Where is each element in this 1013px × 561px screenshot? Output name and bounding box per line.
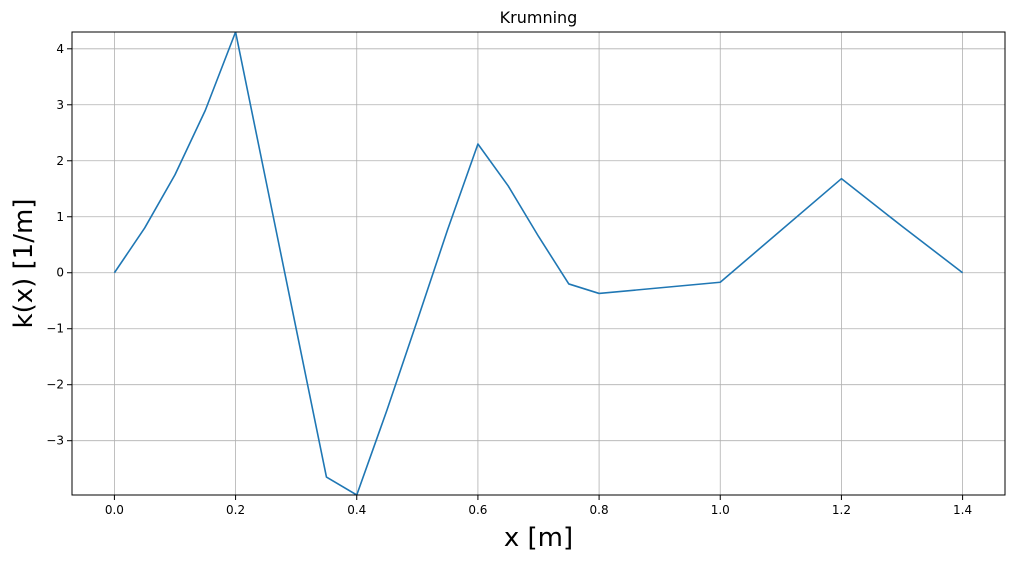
x-tick-label: 0.4 — [347, 503, 366, 517]
y-tick-label: −2 — [46, 378, 64, 392]
x-tick-label: 0.6 — [468, 503, 487, 517]
y-tick-label: 0 — [56, 266, 64, 280]
y-axis: −3 −2 −1 0 1 2 3 4 — [46, 42, 72, 448]
chart-title: Krumning — [500, 8, 578, 27]
x-tick-label: 1.4 — [953, 503, 972, 517]
grid — [72, 32, 1005, 495]
y-tick-label: 2 — [56, 154, 64, 168]
y-axis-label: k(x) [1/m] — [9, 199, 39, 329]
x-tick-label: 1.2 — [832, 503, 851, 517]
x-tick-label: 0.0 — [105, 503, 124, 517]
x-axis: 0.0 0.2 0.4 0.6 0.8 1.0 1.2 1.4 — [105, 495, 972, 517]
x-axis-label: x [m] — [504, 523, 573, 553]
x-tick-label: 0.8 — [590, 503, 609, 517]
y-tick-label: 1 — [56, 210, 64, 224]
series-layer — [113, 32, 964, 495]
plot-frame — [71, 31, 1006, 496]
y-tick-label: −3 — [46, 434, 64, 448]
x-tick-label: 0.2 — [226, 503, 245, 517]
y-tick-label: 3 — [56, 98, 64, 112]
x-tick-label: 1.0 — [711, 503, 730, 517]
y-tick-label: −1 — [46, 322, 64, 336]
series-line — [113, 32, 964, 495]
y-tick-label: 4 — [56, 42, 64, 56]
